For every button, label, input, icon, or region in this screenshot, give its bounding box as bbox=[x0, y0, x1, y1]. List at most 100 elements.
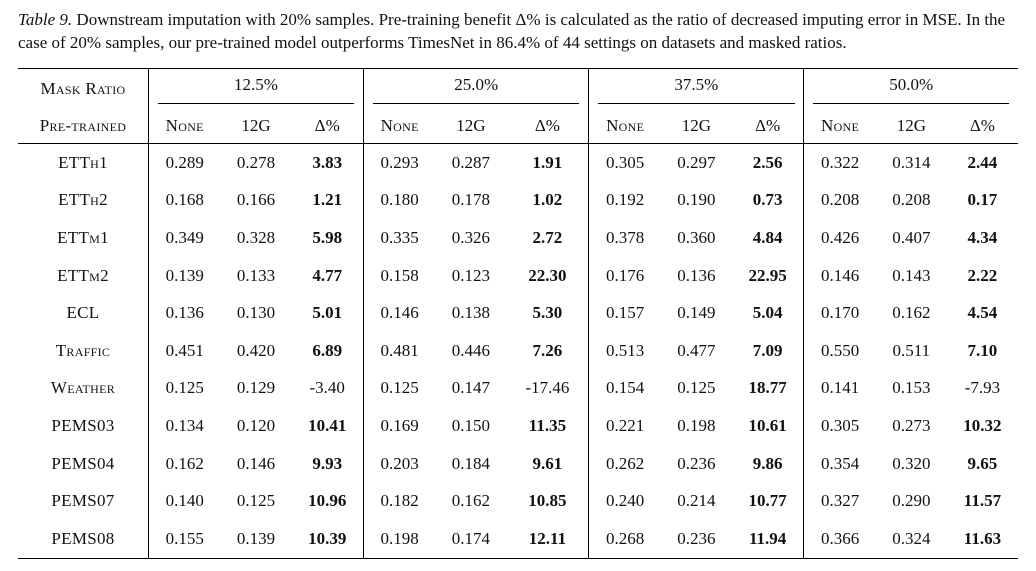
cell-none: 0.305 bbox=[588, 143, 661, 182]
cell-delta: -3.40 bbox=[309, 378, 345, 398]
cell-delta: 9.61 bbox=[532, 453, 563, 473]
cell-none: 0.141 bbox=[803, 369, 876, 408]
cell-delta: 7.26 bbox=[532, 340, 563, 360]
cell-none: 0.168 bbox=[148, 181, 221, 220]
cell-none: 0.349 bbox=[148, 219, 221, 257]
cell-12g: 0.162 bbox=[892, 303, 931, 323]
cell-delta: 18.77 bbox=[748, 378, 787, 398]
subcol-12g: 12G bbox=[220, 109, 292, 144]
cell-none: 0.182 bbox=[362, 482, 436, 520]
cell-none: 0.203 bbox=[362, 444, 436, 483]
cell-delta: 5.98 bbox=[312, 227, 343, 247]
cell-none: 0.481 bbox=[362, 331, 436, 370]
cell-none: 0.354 bbox=[803, 444, 876, 483]
subcol-none: None bbox=[803, 109, 876, 144]
cell-12g: 0.162 bbox=[451, 491, 491, 511]
ratio-header: 50.0% bbox=[803, 68, 1018, 109]
cell-none: 0.550 bbox=[803, 331, 876, 370]
cell-delta: 11.94 bbox=[748, 528, 787, 548]
cell-12g: 0.446 bbox=[451, 340, 491, 360]
cell-none: 0.268 bbox=[588, 519, 661, 559]
table-row: Weather 0.125 0.129 -3.40 0.125 0.147 -17.46 0.… bbox=[18, 369, 1018, 408]
subcol-12g: 12G bbox=[875, 109, 947, 144]
cell-12g: 0.147 bbox=[451, 378, 491, 398]
cell-delta: 10.32 bbox=[963, 415, 1002, 435]
cell-delta: 9.86 bbox=[752, 453, 783, 473]
results-table: Mask Ratio 12.5% 25.0% 37.5% 50.0% Pre-t… bbox=[18, 68, 1018, 559]
cell-none: 0.335 bbox=[362, 219, 436, 257]
table-row: PEMS04 0.162 0.146 9.93 0.203 0.184 9.61 0.262 0… bbox=[18, 444, 1018, 483]
table-row: PEMS03 0.134 0.120 10.41 0.169 0.150 11.35 0.22… bbox=[18, 407, 1018, 445]
cell-delta: 7.10 bbox=[967, 340, 998, 360]
cell-12g: 0.138 bbox=[451, 303, 491, 323]
cell-delta: 2.44 bbox=[967, 152, 998, 172]
dataset-name: PEMS04 bbox=[51, 453, 115, 473]
cell-12g: 0.166 bbox=[236, 190, 276, 210]
subcol-none: None bbox=[148, 109, 221, 144]
cell-none: 0.125 bbox=[148, 369, 221, 408]
cell-12g: 0.407 bbox=[892, 227, 931, 247]
cell-delta: 4.34 bbox=[967, 227, 998, 247]
cell-delta: 4.77 bbox=[312, 265, 343, 285]
cell-none: 0.426 bbox=[803, 219, 876, 257]
cell-12g: 0.184 bbox=[451, 453, 491, 473]
table-row: ETTh1 0.289 0.278 3.83 0.293 0.287 1.91 0.305 0.… bbox=[18, 143, 1018, 182]
cell-12g: 0.123 bbox=[451, 265, 491, 285]
cell-12g: 0.178 bbox=[451, 190, 491, 210]
cell-none: 0.221 bbox=[588, 407, 661, 445]
cell-12g: 0.174 bbox=[451, 528, 491, 548]
cell-none: 0.293 bbox=[362, 143, 436, 182]
dataset-name: ECL bbox=[66, 303, 100, 323]
cell-none: 0.154 bbox=[588, 369, 661, 408]
cell-none: 0.180 bbox=[362, 181, 436, 220]
mask-ratio-header: Mask Ratio bbox=[40, 79, 126, 98]
cell-delta: 2.22 bbox=[967, 265, 998, 285]
cell-delta: 0.17 bbox=[967, 190, 998, 210]
cell-delta: 11.63 bbox=[963, 528, 1002, 548]
pretrained-header: Pre-trained bbox=[18, 109, 149, 144]
cell-12g: 0.146 bbox=[236, 453, 276, 473]
cell-none: 0.139 bbox=[148, 256, 221, 295]
cell-12g: 0.236 bbox=[677, 528, 716, 548]
cell-none: 0.140 bbox=[148, 482, 221, 520]
cell-12g: 0.278 bbox=[236, 152, 276, 172]
cell-none: 0.192 bbox=[588, 181, 661, 220]
caption-text: Downstream imputation with 20% samples. … bbox=[18, 10, 1006, 52]
caption-label: Table 9. bbox=[18, 10, 73, 29]
cell-12g: 0.153 bbox=[892, 378, 931, 398]
cell-12g: 0.133 bbox=[236, 265, 276, 285]
cell-none: 0.134 bbox=[148, 407, 221, 445]
cell-none: 0.451 bbox=[148, 331, 221, 370]
cell-12g: 0.143 bbox=[892, 265, 931, 285]
cell-delta: 9.93 bbox=[312, 453, 343, 473]
table-body: Mask Ratio 12.5% 25.0% 37.5% 50.0% Pre-t… bbox=[18, 68, 1018, 559]
cell-12g: 0.125 bbox=[236, 491, 276, 511]
cell-none: 0.366 bbox=[803, 519, 876, 559]
cell-none: 0.155 bbox=[148, 519, 221, 559]
cell-none: 0.157 bbox=[588, 294, 661, 332]
cell-none: 0.198 bbox=[362, 519, 436, 559]
cell-12g: 0.120 bbox=[236, 415, 276, 435]
cell-delta: 10.61 bbox=[748, 415, 787, 435]
subcol-delta: Δ% bbox=[731, 109, 804, 144]
cell-12g: 0.314 bbox=[892, 152, 931, 172]
subcol-12g: 12G bbox=[435, 109, 507, 144]
cell-delta: 5.30 bbox=[532, 303, 563, 323]
table-row: PEMS07 0.140 0.125 10.96 0.182 0.162 10.85 0.24… bbox=[18, 482, 1018, 520]
table-caption: Table 9. Downstream imputation with 20% … bbox=[18, 8, 1018, 54]
cell-delta: 11.35 bbox=[528, 415, 567, 435]
cell-delta: 4.54 bbox=[967, 303, 998, 323]
cell-none: 0.322 bbox=[803, 143, 876, 182]
cell-12g: 0.290 bbox=[892, 491, 931, 511]
cell-none: 0.327 bbox=[803, 482, 876, 520]
cell-12g: 0.150 bbox=[451, 415, 491, 435]
cell-12g: 0.236 bbox=[677, 453, 716, 473]
cell-delta: 10.39 bbox=[308, 528, 347, 548]
dataset-name: ETTm2 bbox=[57, 265, 109, 285]
cell-delta: 7.09 bbox=[752, 340, 783, 360]
cell-delta: 22.95 bbox=[748, 265, 787, 285]
cell-delta: 10.41 bbox=[308, 415, 347, 435]
cell-12g: 0.130 bbox=[236, 303, 276, 323]
cell-12g: 0.139 bbox=[236, 528, 276, 548]
cell-delta: 1.02 bbox=[532, 190, 563, 210]
